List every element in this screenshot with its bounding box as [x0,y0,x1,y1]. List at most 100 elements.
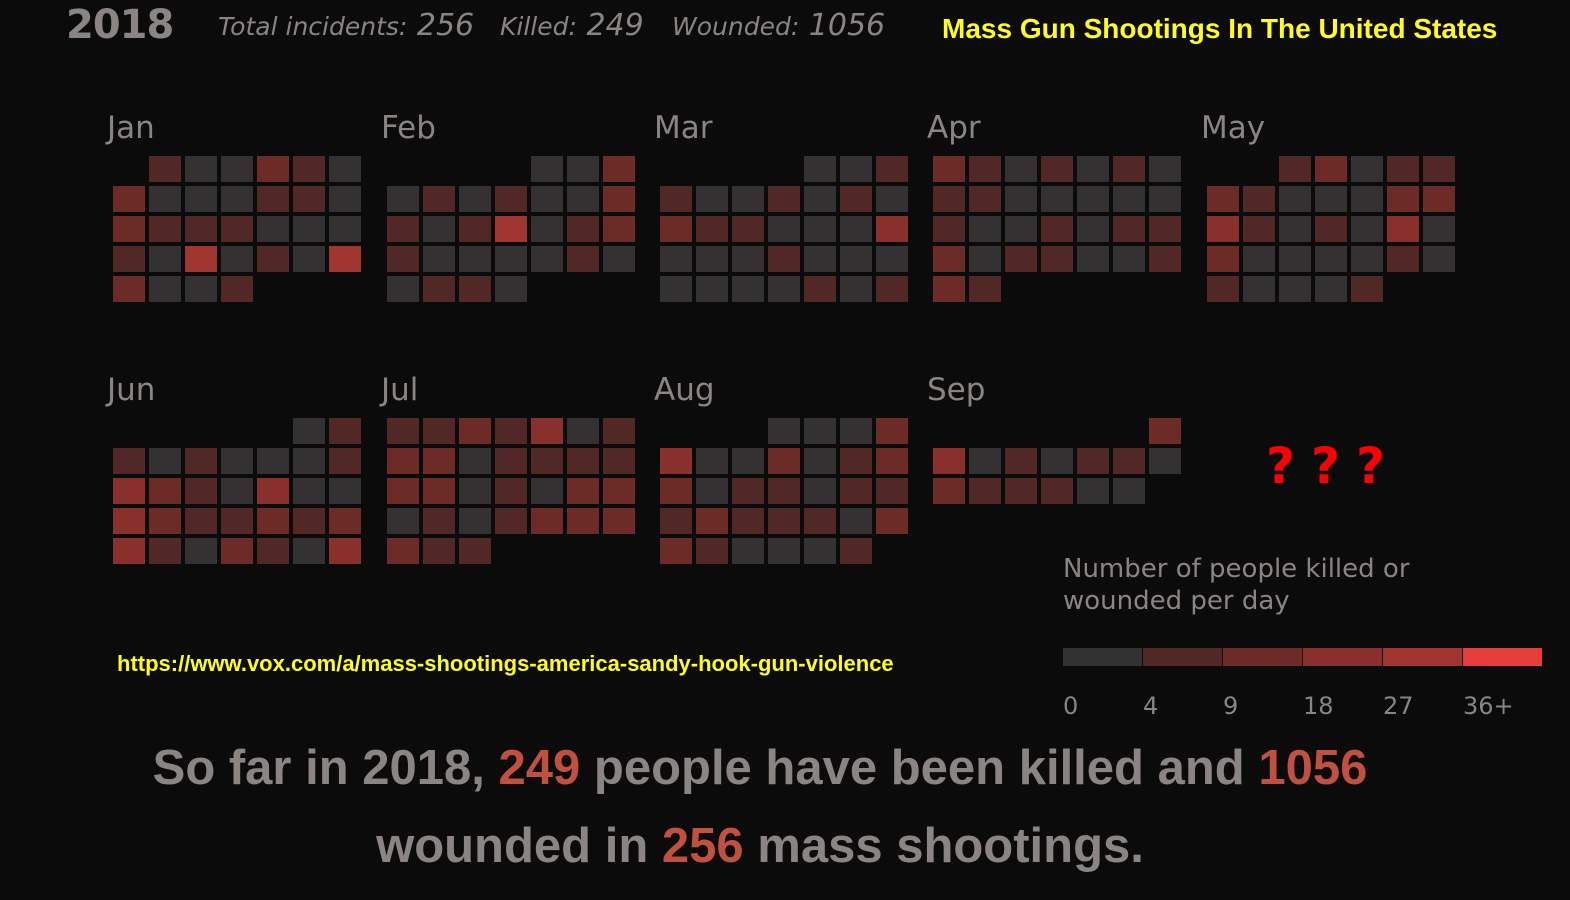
day-cell [969,246,1001,272]
day-cell [221,216,253,242]
day-cell [933,448,965,474]
day-cell [423,186,455,212]
total-incidents-label: Total incidents: [218,12,408,41]
day-cell [423,508,455,534]
day-cell [696,538,728,564]
day-cell [1207,186,1239,212]
day-cell [221,448,253,474]
day-cell [732,448,764,474]
day-cell [113,246,145,272]
day-cell [1279,246,1311,272]
day-cell [495,418,527,444]
day-cell [387,538,419,564]
day-cell [567,448,599,474]
day-cell [185,478,217,504]
day-cell [1113,156,1145,182]
day-cell [1005,156,1037,182]
day-cell [257,156,289,182]
day-cell [1149,246,1181,272]
day-cell [696,276,728,302]
day-cell [1243,216,1275,242]
killed-value: 249 [586,8,644,43]
day-cell [768,418,800,444]
day-cell [1243,246,1275,272]
wounded-stat: Wounded: 1056 [672,8,885,43]
day-cell [933,478,965,504]
day-cell [257,246,289,272]
day-cell [387,508,419,534]
day-cell [567,418,599,444]
day-cell [969,186,1001,212]
day-cell [1005,246,1037,272]
day-cell [459,448,491,474]
day-cell [933,276,965,302]
day-cell [603,186,635,212]
day-cell [149,186,181,212]
day-cell [113,508,145,534]
day-cell [1005,448,1037,474]
month-label-apr: Apr [927,110,981,146]
day-cell [840,478,872,504]
day-cell [1113,216,1145,242]
month-label-jul: Jul [381,372,419,408]
day-cell [293,246,325,272]
day-cell [696,478,728,504]
day-cell [1423,156,1455,182]
day-cell [459,186,491,212]
day-cell [257,448,289,474]
day-cell [221,508,253,534]
day-cell [329,216,361,242]
day-cell [1149,448,1181,474]
day-cell [387,276,419,302]
month-label-may: May [1201,110,1266,146]
day-cell [423,448,455,474]
day-cell [1077,478,1109,504]
day-cell [495,478,527,504]
day-cell [768,276,800,302]
day-cell [876,216,908,242]
day-cell [1005,478,1037,504]
day-cell [387,186,419,212]
legend-swatch [1063,648,1142,666]
summary-text: people have been killed and [580,741,1259,795]
day-cell [768,538,800,564]
day-cell [1113,478,1145,504]
day-cell [696,246,728,272]
day-cell [293,216,325,242]
wounded-label: Wounded: [672,12,800,41]
day-cell [567,186,599,212]
day-cell [113,276,145,302]
day-cell [1005,186,1037,212]
day-cell [804,186,836,212]
day-cell [876,276,908,302]
summary-text: mass shootings. [743,819,1144,873]
day-cell [149,246,181,272]
legend-tick-label: 0 [1063,692,1079,720]
day-cell [113,448,145,474]
day-cell [531,246,563,272]
day-cell [732,538,764,564]
day-cell [840,246,872,272]
day-cell [1077,448,1109,474]
day-cell [257,508,289,534]
day-cell [423,276,455,302]
day-cell [696,186,728,212]
day-cell [660,478,692,504]
day-cell [1041,156,1073,182]
day-cell [329,186,361,212]
day-cell [768,478,800,504]
day-cell [113,538,145,564]
day-cell [1279,276,1311,302]
day-cell [1077,246,1109,272]
day-cell [732,478,764,504]
day-cell [660,448,692,474]
day-cell [1113,448,1145,474]
day-cell [329,538,361,564]
day-cell [603,448,635,474]
source-link[interactable]: https://www.vox.com/a/mass-shootings-ame… [117,651,894,676]
day-cell [1351,276,1383,302]
month-label-mar: Mar [654,110,713,146]
legend-swatch [1303,648,1382,666]
day-cell [969,216,1001,242]
day-cell [696,448,728,474]
